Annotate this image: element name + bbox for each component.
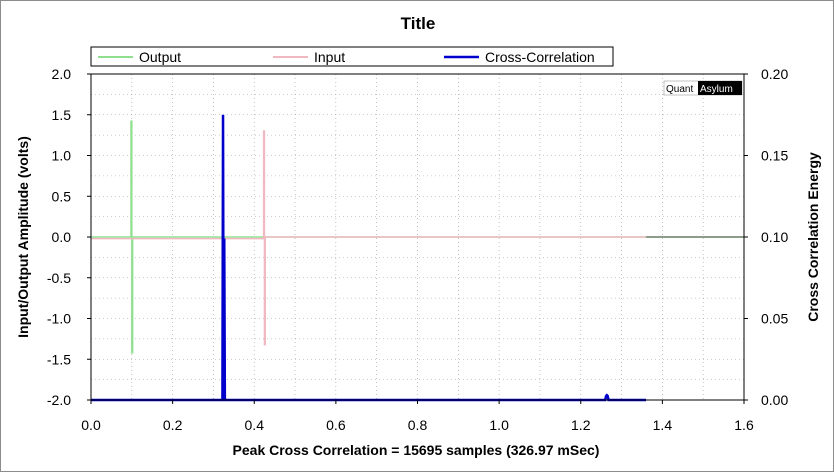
chart-title: Title bbox=[401, 14, 436, 33]
y2-tick-label: 0.05 bbox=[761, 311, 788, 327]
legend-box bbox=[90, 46, 614, 67]
x-tick-label: 0.8 bbox=[408, 417, 428, 433]
y-tick-label: -0.5 bbox=[47, 270, 71, 286]
x-tick-label: 1.2 bbox=[571, 417, 591, 433]
watermark-logo: Quant Asylum bbox=[663, 80, 743, 96]
y-tick-label: 0.5 bbox=[52, 188, 72, 204]
series-line-output bbox=[91, 120, 647, 354]
y-tick-label: 2.0 bbox=[52, 66, 72, 82]
y-tick-label: 0.0 bbox=[52, 229, 72, 245]
watermark-left: Quant bbox=[666, 84, 693, 95]
x-tick-label: 0.6 bbox=[326, 417, 346, 433]
x-axis-ticks: 0.0 0.2 0.4 0.6 0.8 1.0 1.2 1.4 1.6 bbox=[81, 400, 754, 433]
x-tick-label: 0.2 bbox=[163, 417, 183, 433]
x-tick-label: 1.0 bbox=[489, 417, 509, 433]
y-tick-label: -1.0 bbox=[47, 311, 71, 327]
y2-tick-label: 0.15 bbox=[761, 148, 788, 164]
x-axis-label: Peak Cross Correlation = 15695 samples (… bbox=[233, 442, 600, 458]
x-tick-label: 0.4 bbox=[245, 417, 265, 433]
y2-tick-label: 0.20 bbox=[761, 66, 788, 82]
y-tick-label: -2.0 bbox=[47, 392, 71, 408]
legend-label: Output bbox=[139, 49, 181, 65]
x-tick-label: 0.0 bbox=[81, 417, 101, 433]
series-line-input bbox=[91, 130, 647, 346]
y2-tick-label: 0.10 bbox=[761, 229, 788, 245]
y-tick-label: 1.0 bbox=[52, 148, 72, 164]
legend: Output Input Cross-Correlation bbox=[90, 46, 614, 67]
legend-label: Input bbox=[314, 49, 345, 65]
watermark-right: Asylum bbox=[700, 84, 733, 95]
legend-label: Cross-Correlation bbox=[485, 49, 595, 65]
y-axis-ticks: 2.0 1.5 1.0 0.5 0.0 -0.5 -1.0 -1.5 -2.0 bbox=[47, 66, 91, 408]
y2-axis-label: Cross Correlation Energy bbox=[805, 152, 821, 322]
y-axis-label: Input/Output Amplitude (volts) bbox=[15, 136, 31, 338]
x-tick-label: 1.6 bbox=[734, 417, 754, 433]
x-tick-label: 1.4 bbox=[653, 417, 673, 433]
y2-tick-label: 0.00 bbox=[761, 392, 788, 408]
y-tick-label: 1.5 bbox=[52, 107, 72, 123]
y2-axis-ticks: 0.20 0.15 0.10 0.05 0.00 bbox=[744, 66, 788, 408]
y-tick-label: -1.5 bbox=[47, 351, 71, 367]
